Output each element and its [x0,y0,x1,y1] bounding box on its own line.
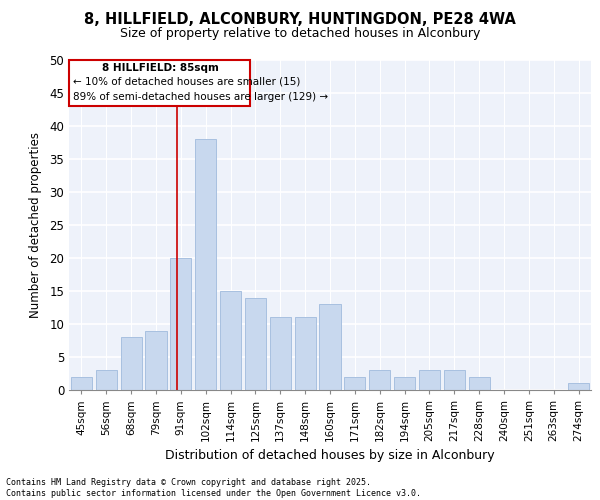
Bar [419,370,440,390]
Bar [568,384,589,390]
Y-axis label: Number of detached properties: Number of detached properties [29,132,43,318]
Bar [245,298,266,390]
Bar [220,291,241,390]
Bar [369,370,390,390]
Text: 8 HILLFIELD: 85sqm: 8 HILLFIELD: 85sqm [101,64,218,74]
Bar [96,370,117,390]
Bar [270,318,291,390]
Bar [195,139,216,390]
FancyBboxPatch shape [70,60,250,106]
Bar [295,318,316,390]
Bar [145,330,167,390]
Text: ← 10% of detached houses are smaller (15): ← 10% of detached houses are smaller (15… [73,76,301,86]
Text: 89% of semi-detached houses are larger (129) →: 89% of semi-detached houses are larger (… [73,92,328,102]
X-axis label: Distribution of detached houses by size in Alconbury: Distribution of detached houses by size … [165,450,495,462]
Bar [319,304,341,390]
Text: 8, HILLFIELD, ALCONBURY, HUNTINGDON, PE28 4WA: 8, HILLFIELD, ALCONBURY, HUNTINGDON, PE2… [84,12,516,28]
Bar [444,370,465,390]
Bar [469,377,490,390]
Bar [170,258,191,390]
Bar [121,337,142,390]
Text: Size of property relative to detached houses in Alconbury: Size of property relative to detached ho… [120,28,480,40]
Bar [394,377,415,390]
Bar [71,377,92,390]
Bar [344,377,365,390]
Text: Contains HM Land Registry data © Crown copyright and database right 2025.
Contai: Contains HM Land Registry data © Crown c… [6,478,421,498]
